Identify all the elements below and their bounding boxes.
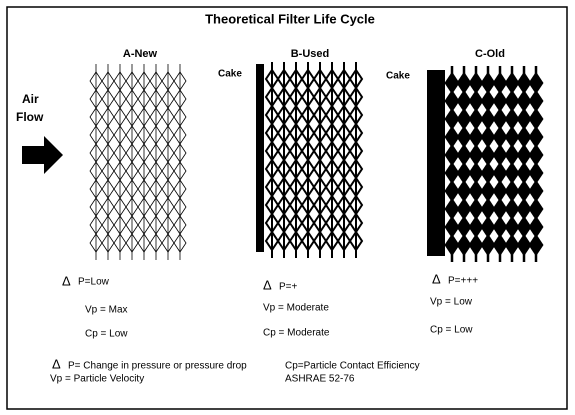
delta: Δ [62,273,71,288]
delta: Δ [263,277,272,292]
legend-vp: Vp = Particle Velocity [50,374,144,385]
cp: Cp = Low [430,325,473,336]
title: Theoretical Filter Life Cycle [205,11,375,26]
dp: P=+ [279,282,298,293]
panel-label: C-Old [475,48,505,60]
cake-layer [256,64,264,252]
legend-cp: Cp=Particle Contact Efficiency [285,361,420,372]
delta: Δ [432,271,441,286]
vp: Vp = Moderate [263,303,329,314]
flow-label: Flow [16,110,44,124]
vp: Vp = Low [430,297,473,308]
cp: Cp = Low [85,329,128,340]
cake-layer [427,70,445,256]
vp: Vp = Max [85,305,128,316]
panel-label: B-Used [291,48,330,60]
panel-label: A-New [123,48,158,60]
air-label: Air [22,92,39,106]
cp: Cp = Moderate [263,328,330,339]
legend-dp: P= Change in pressure or pressure drop [68,361,247,372]
cake-label: Cake [218,69,242,80]
delta: Δ [52,356,61,371]
dp: P=+++ [448,276,478,287]
dp: P=Low [78,277,110,288]
legend-source: ASHRAE 52-76 [285,374,355,385]
air-arrow [22,136,63,174]
cake-label: Cake [386,71,410,82]
